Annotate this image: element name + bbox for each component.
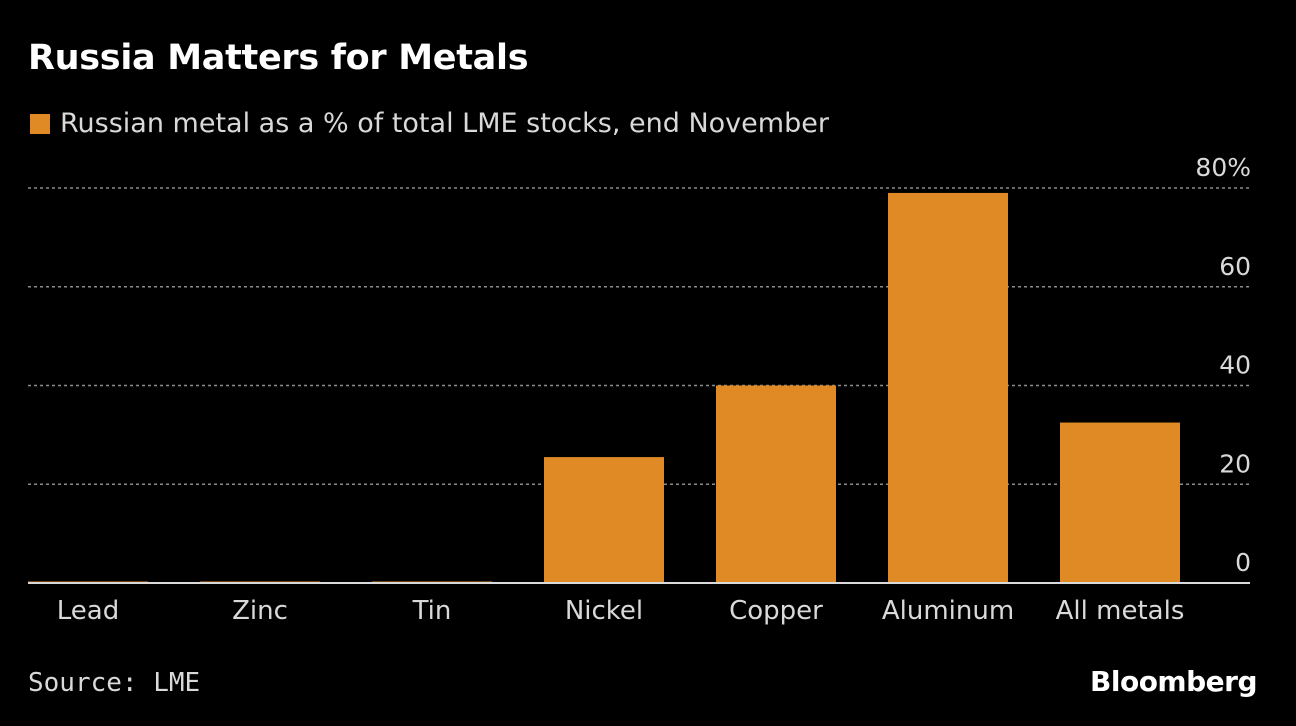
y-tick-label: 60 — [1219, 252, 1251, 281]
source-note: Source: LME — [28, 668, 201, 698]
y-tick-label: 0 — [1235, 548, 1251, 577]
legend-label: Russian metal as a % of total LME stocks… — [60, 108, 829, 139]
bar — [544, 457, 664, 583]
y-tick-label: 20 — [1219, 449, 1251, 478]
legend: Russian metal as a % of total LME stocks… — [30, 108, 829, 139]
y-tick-label: 40 — [1219, 351, 1251, 380]
y-tick-label: 80% — [1195, 153, 1251, 182]
x-tick-label: Tin — [412, 596, 452, 626]
x-tick-label: Copper — [729, 596, 823, 626]
x-tick-label: Nickel — [565, 596, 643, 626]
legend-swatch — [30, 113, 50, 134]
x-tick-label: Aluminum — [882, 596, 1014, 626]
bar — [888, 192, 1008, 583]
x-tick-label: Lead — [57, 596, 119, 626]
x-tick-label: All metals — [1056, 596, 1185, 626]
bloomberg-logo: Bloomberg — [1090, 665, 1257, 698]
bar — [1060, 422, 1180, 583]
x-tick-label: Zinc — [232, 596, 288, 626]
chart-title: Russia Matters for Metals — [28, 38, 529, 78]
bar — [716, 385, 836, 583]
